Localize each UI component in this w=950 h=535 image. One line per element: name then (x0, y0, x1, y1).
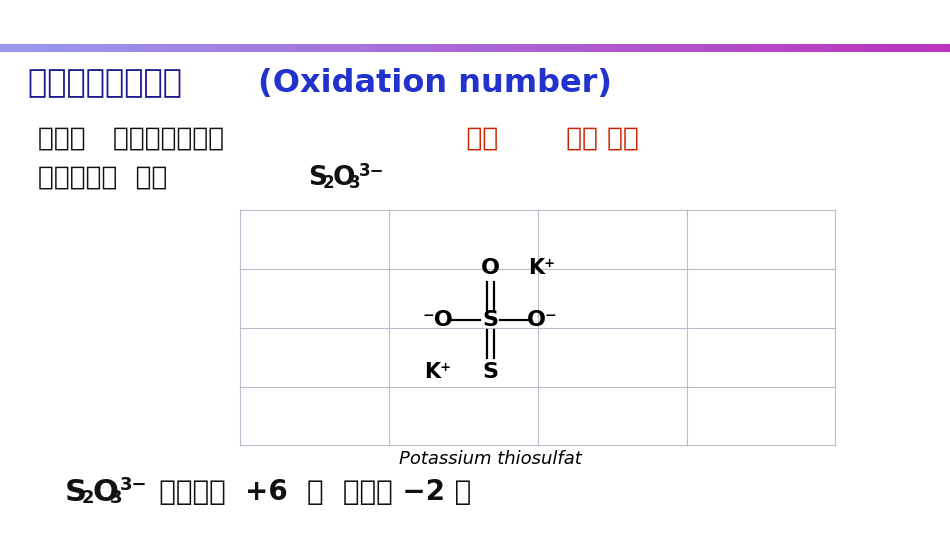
Text: Potassium thiosulfat: Potassium thiosulfat (399, 450, 581, 468)
Text: (Oxidation number): (Oxidation number) (258, 68, 612, 99)
Text: 3−: 3− (120, 476, 147, 494)
Text: O: O (333, 165, 355, 191)
Text: 化合价   得失电子的数目: 化合价 得失电子的数目 (38, 126, 224, 152)
Text: 有些化合物  如：: 有些化合物 如： (38, 165, 177, 191)
Text: S: S (482, 362, 498, 382)
Text: 2: 2 (82, 489, 94, 507)
Text: S: S (308, 165, 327, 191)
Text: 可正 可负: 可正 可负 (548, 126, 638, 152)
Text: ⁻O: ⁻O (423, 310, 453, 330)
Text: 2: 2 (323, 174, 334, 192)
Text: K⁺: K⁺ (528, 258, 556, 278)
Text: 一、元素的氧化数: 一、元素的氧化数 (28, 68, 193, 99)
Text: S: S (482, 310, 498, 330)
Text: O: O (92, 478, 118, 507)
Text: 3: 3 (349, 174, 361, 192)
Text: O: O (481, 258, 500, 278)
Text: 3: 3 (110, 489, 123, 507)
Text: 整数: 整数 (430, 126, 498, 152)
Text: S: S (65, 478, 87, 507)
Text: O⁻: O⁻ (526, 310, 558, 330)
Text: 中居中的  +6  价  边上的 −2 价: 中居中的 +6 价 边上的 −2 价 (140, 478, 471, 506)
Text: K⁺: K⁺ (425, 362, 451, 382)
Text: 3−: 3− (359, 162, 385, 180)
